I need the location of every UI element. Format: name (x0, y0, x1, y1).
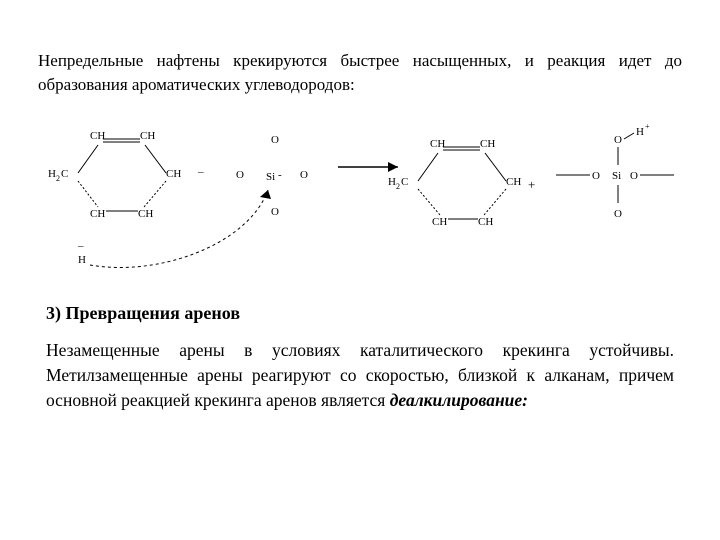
svg-text:O: O (271, 134, 279, 146)
svg-text:–: – (77, 240, 84, 252)
svg-text:CH: CH (432, 216, 447, 228)
reaction-svg: CH CH H 2 C CH CH CH – H – O O Si - O (38, 115, 678, 285)
svg-text:H: H (78, 254, 86, 266)
svg-text:–: – (197, 166, 204, 178)
svg-text:C: C (61, 168, 68, 180)
svg-text:CH: CH (430, 138, 445, 150)
svg-text:CH: CH (90, 208, 105, 220)
intro-paragraph: Непредельные нафтены крекируются быстрее… (38, 49, 682, 97)
left-silicate: O O Si - O O (236, 134, 308, 218)
svg-text:CH: CH (140, 130, 155, 142)
svg-text:O: O (271, 206, 279, 218)
svg-text:C: C (401, 176, 408, 188)
svg-text:CH: CH (506, 176, 521, 188)
svg-text:CH: CH (480, 138, 495, 150)
svg-text:O: O (236, 169, 244, 181)
mechanism-arrow (90, 190, 268, 268)
reaction-arrow (338, 162, 398, 172)
svg-text:O: O (300, 169, 308, 181)
svg-text:H: H (388, 176, 396, 188)
document-page: Непредельные нафтены крекируются быстрее… (0, 0, 720, 540)
body-paragraph: Незамещенные арены в условиях каталитиче… (46, 338, 674, 414)
mechanism-arrowhead (260, 190, 271, 199)
svg-text:-: - (278, 169, 282, 181)
svg-text:2: 2 (396, 182, 400, 191)
left-cycloalkene: CH CH H 2 C CH CH CH – H – (48, 130, 204, 266)
section-heading: 3) Превращения аренов (46, 303, 682, 324)
svg-text:CH: CH (90, 130, 105, 142)
right-cycloalkene: CH CH H 2 C CH CH CH + (388, 138, 535, 228)
svg-text:+: + (645, 122, 650, 131)
right-silicate: Si O O O O H + (556, 122, 674, 220)
svg-text:H: H (48, 168, 56, 180)
svg-text:+: + (528, 177, 535, 192)
reaction-diagram: CH CH H 2 C CH CH CH – H – O O Si - O (38, 115, 678, 285)
svg-text:Si: Si (612, 170, 621, 182)
svg-text:H: H (636, 126, 644, 138)
svg-text:2: 2 (56, 174, 60, 183)
svg-text:CH: CH (166, 168, 181, 180)
svg-text:Si: Si (266, 171, 275, 183)
svg-text:O: O (630, 170, 638, 182)
svg-text:CH: CH (138, 208, 153, 220)
svg-text:O: O (614, 134, 622, 146)
svg-text:CH: CH (478, 216, 493, 228)
svg-text:O: O (592, 170, 600, 182)
svg-text:O: O (614, 208, 622, 220)
